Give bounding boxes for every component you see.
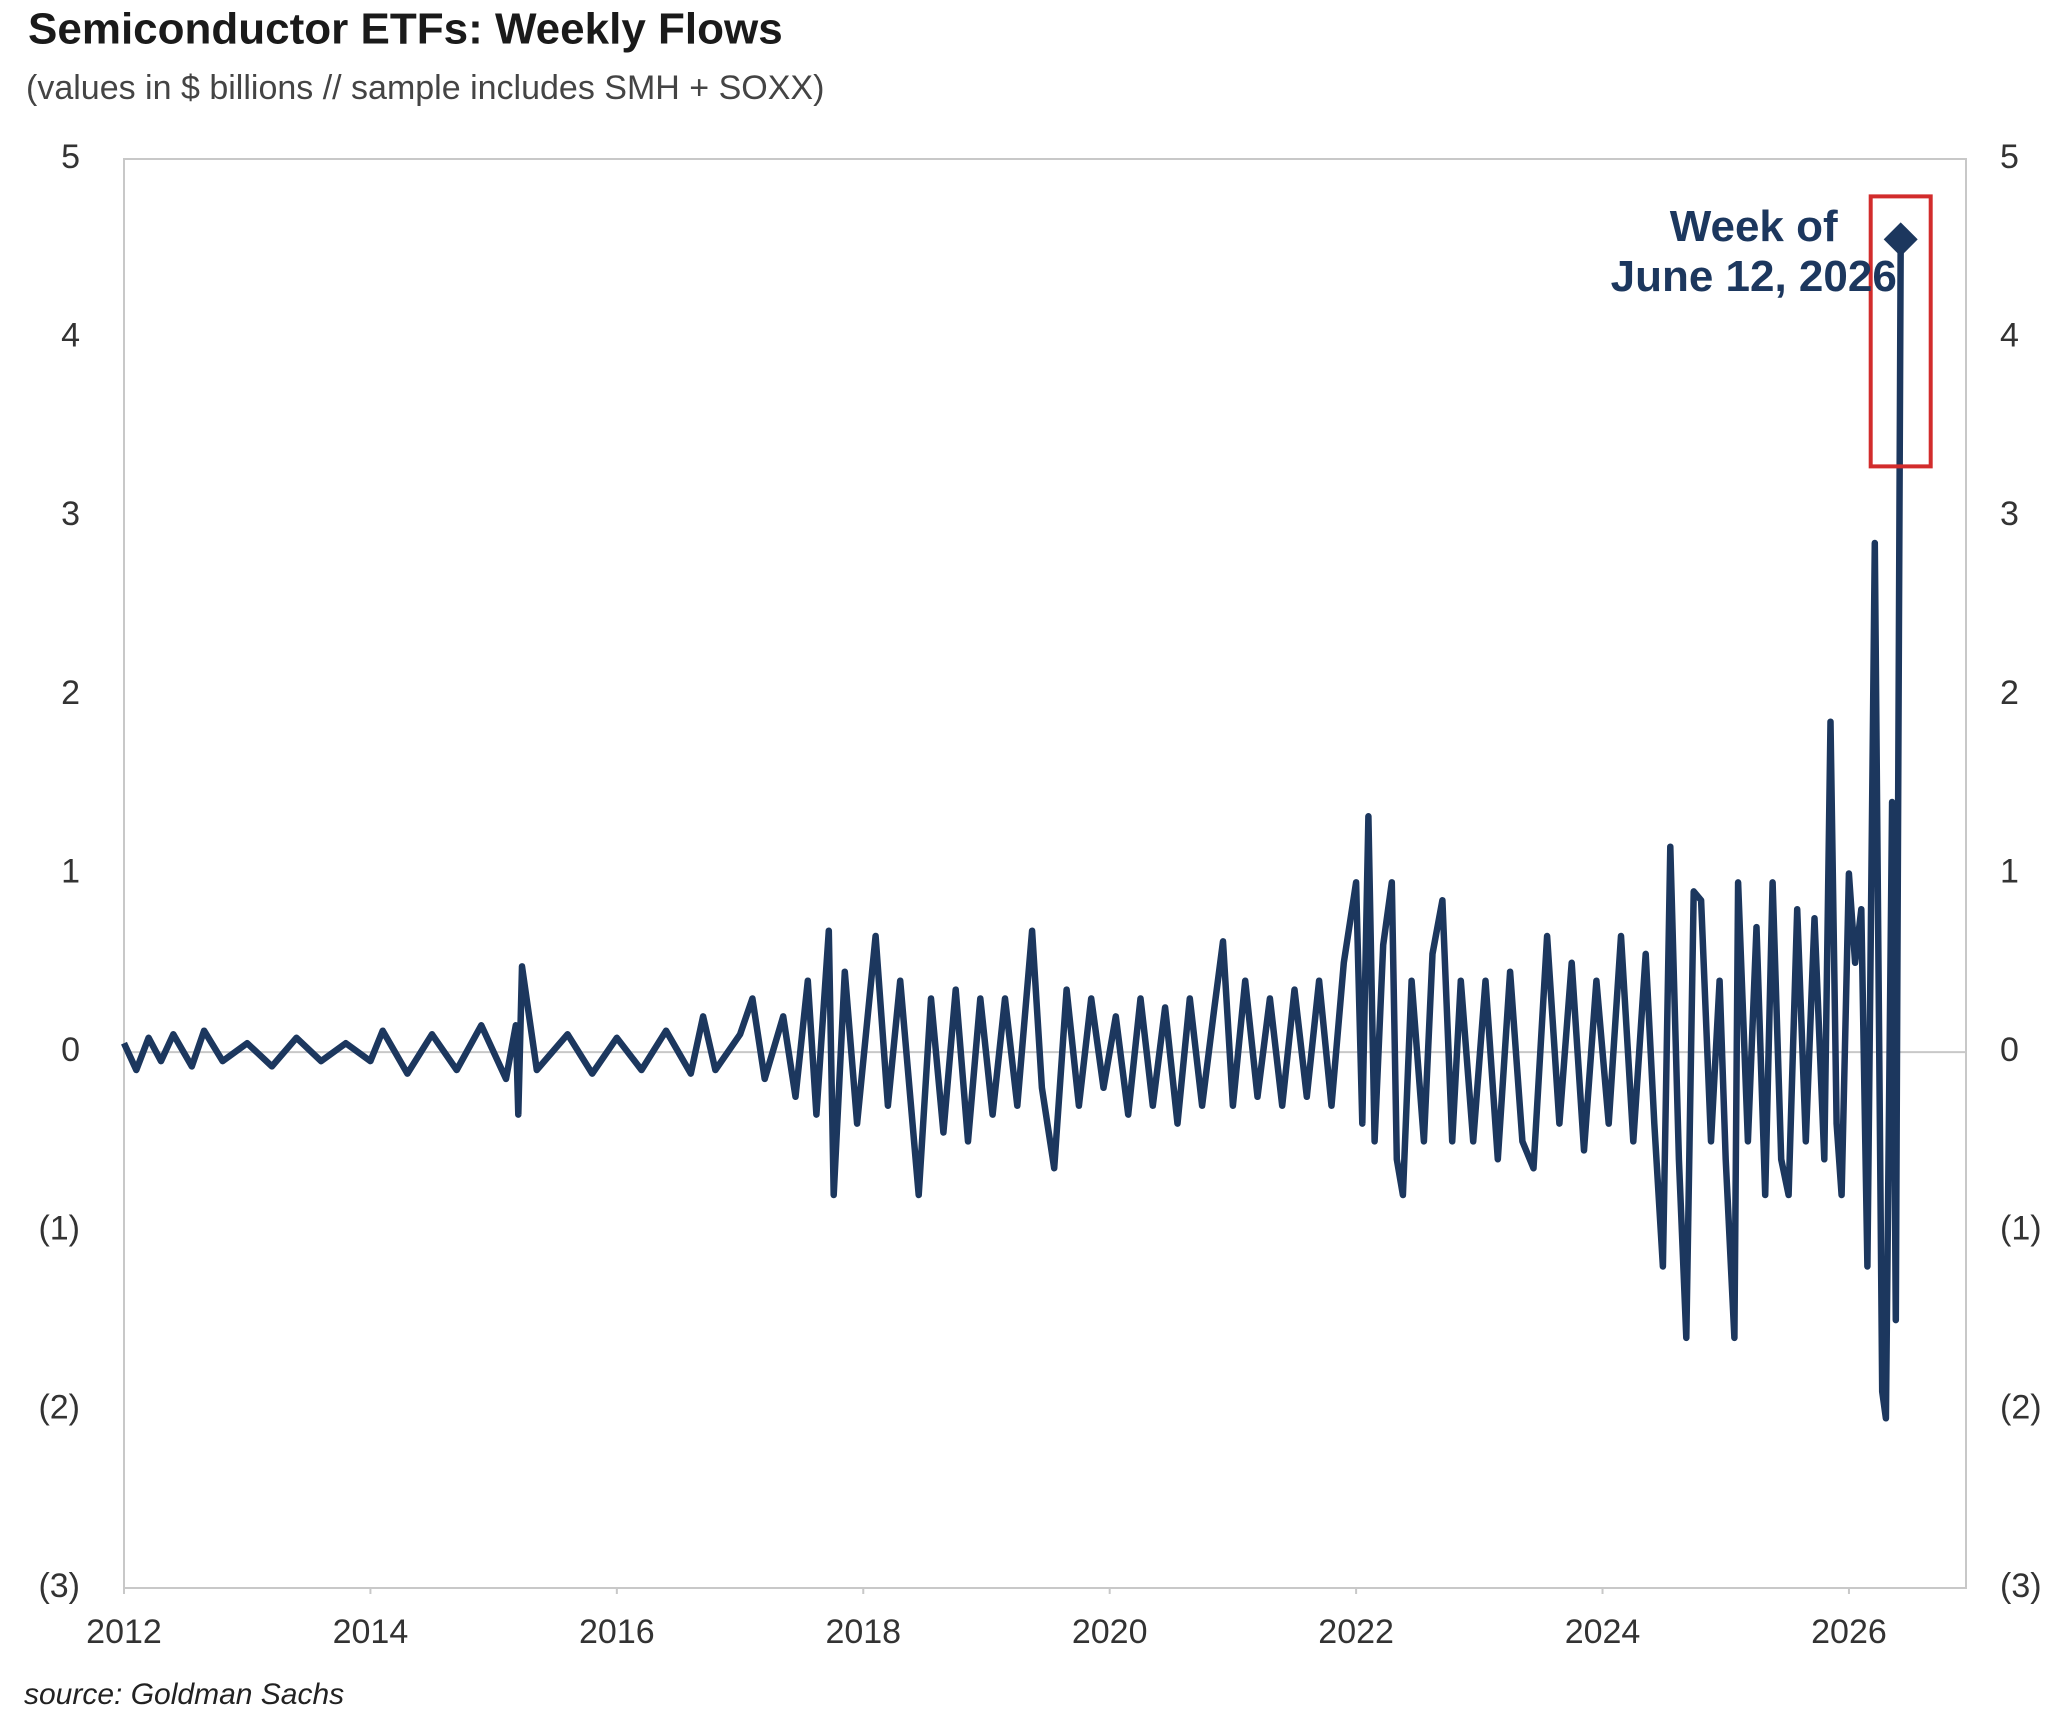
y-tick-label: 2: [61, 674, 80, 712]
x-tick-label: 2022: [1318, 1613, 1394, 1651]
source-note: source: Goldman Sachs: [24, 1678, 344, 1711]
y-tick-label: 5: [61, 138, 80, 176]
y-tick-label: 4: [61, 317, 80, 355]
annotation: June 12, 2026: [1611, 252, 1897, 301]
y2-tick-label: 3: [2000, 495, 2019, 533]
x-tick-label: 2018: [825, 1613, 901, 1651]
x-tick-label: 2016: [579, 1613, 655, 1651]
plot-area: [123, 158, 1967, 1589]
chart-subtitle: (values in $ billions // sample includes…: [26, 69, 824, 107]
y2-tick-label: 4: [2000, 317, 2019, 355]
y-tick-label: 0: [61, 1031, 80, 1069]
y-tick-label: 3: [61, 495, 80, 533]
x-tick-label: 2024: [1565, 1613, 1641, 1651]
y-tick-label: (2): [38, 1388, 80, 1426]
y2-tick-label: (3): [2000, 1567, 2042, 1605]
x-tick-label: 2014: [333, 1613, 409, 1651]
x-tick-label: 2020: [1072, 1613, 1148, 1651]
y2-tick-label: 5: [2000, 138, 2019, 176]
highlight-marker: [1883, 222, 1918, 257]
chart-title: Semiconductor ETFs: Weekly Flows: [28, 5, 783, 54]
flow-line: [121, 239, 1904, 1422]
highlight-box: [1868, 194, 1933, 469]
y2-tick-label: (1): [2000, 1210, 2042, 1248]
y-tick-label: (3): [38, 1567, 80, 1605]
y2-tick-label: (2): [2000, 1388, 2042, 1426]
x-tick-label: 2012: [86, 1613, 162, 1651]
y-tick-label: (1): [38, 1210, 80, 1248]
x-tick-label: 2026: [1811, 1613, 1887, 1651]
y2-tick-label: 0: [2000, 1031, 2019, 1069]
annotation: Week of: [1670, 202, 1838, 251]
y2-tick-label: 1: [2000, 852, 2019, 890]
y-tick-label: 1: [61, 852, 80, 890]
y2-tick-label: 2: [2000, 674, 2019, 712]
